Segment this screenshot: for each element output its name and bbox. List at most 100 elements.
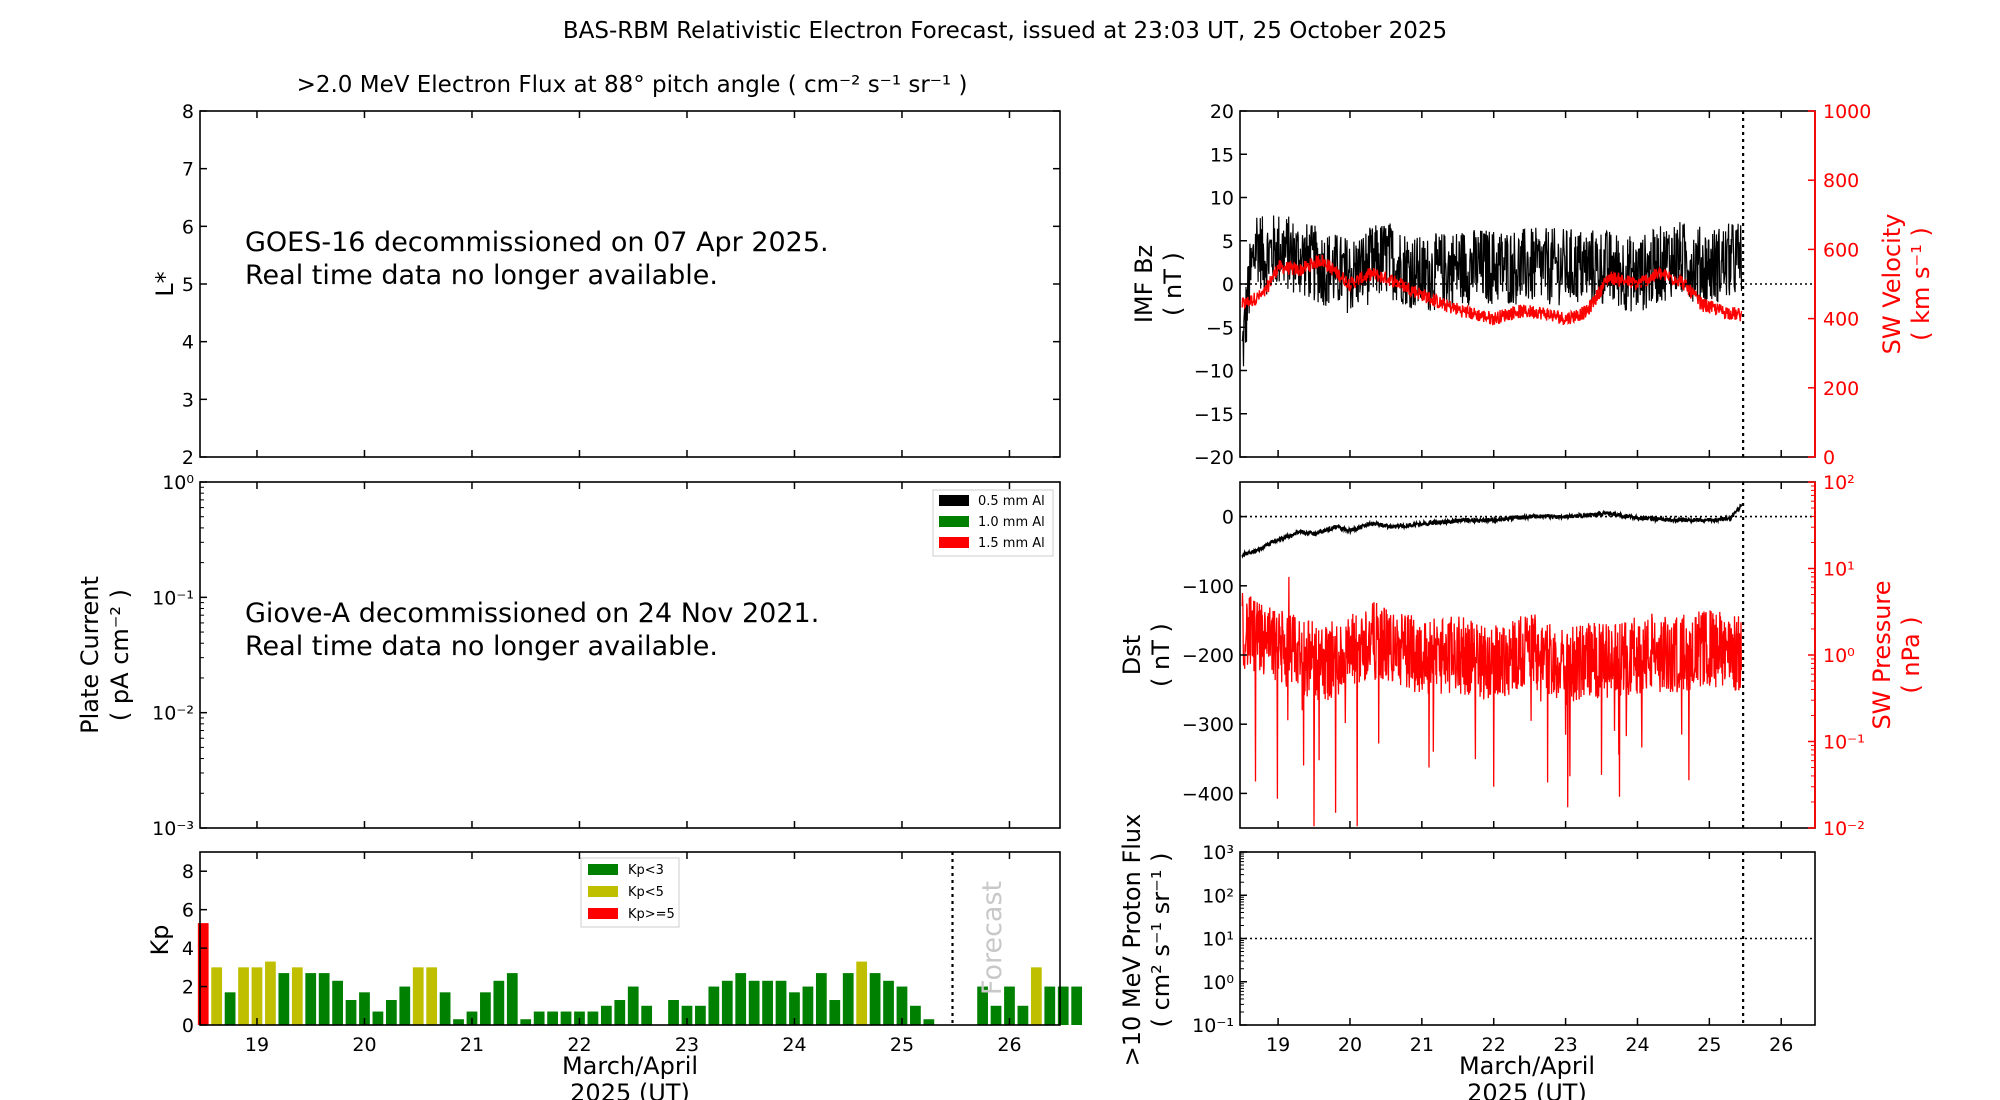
kp-bar-9 (318, 973, 330, 1025)
plate-current-y-axis: 10⁻³ 10⁻² 10⁻¹ 10⁰ (152, 472, 207, 840)
kp-bar-60 (1004, 986, 1015, 1025)
dst-y-tick-label-1: −300 (1182, 714, 1234, 736)
electron-flux-y-tick-label-0: 2 (182, 447, 194, 469)
electron-flux-y-tick-label-5: 7 (182, 159, 194, 181)
kp-bar-63 (1044, 986, 1056, 1025)
kp-bar-62 (1030, 967, 1042, 1025)
sw-velocity-ylabel: SW Velocity (1878, 214, 1906, 355)
kp-bar-17 (426, 967, 438, 1025)
kp-bar-53 (910, 1005, 921, 1025)
imf-bz-y-tick-label-7: 15 (1210, 144, 1234, 166)
dst-ylabel: Dst (1118, 635, 1146, 675)
electron-flux-note-line2: Real time data no longer available. (245, 260, 718, 291)
electron-flux-panel: >2.0 MeV Electron Flux at 88° pitch angl… (151, 72, 1061, 469)
kp-bar-0 (197, 923, 209, 1025)
kp-x-tick-label-3: 22 (567, 1034, 591, 1056)
dst-yunit: ( nT ) (1147, 623, 1175, 687)
kp-bar-7 (291, 967, 303, 1025)
kp-y-tick-label-0: 0 (182, 1015, 194, 1037)
sw-velocity-yunit: ( km s⁻¹ ) (1907, 227, 1935, 341)
kp-bar-14 (385, 1000, 397, 1025)
proton-flux-x-tick-label-1: 20 (1338, 1034, 1362, 1056)
kp-bar-54 (923, 1019, 935, 1025)
kp-bar-25 (533, 1011, 545, 1025)
dst-y-tick-label-2: −200 (1182, 645, 1234, 667)
proton-flux-x-tick-label-7: 26 (1769, 1034, 1793, 1056)
kp-bar-18 (439, 992, 451, 1025)
proton-flux-x-tick-label-4: 23 (1554, 1034, 1578, 1056)
imf-bz-y-tick-label-2: −10 (1194, 361, 1234, 383)
plate-current-y-tick-label-0: 10⁻³ (152, 818, 194, 840)
kp-bar-45 (802, 986, 814, 1025)
kp-bar-37 (695, 1005, 706, 1025)
electron-flux-y-tick-label-3: 5 (182, 274, 194, 296)
sw-pressure-ylabel: SW Pressure (1868, 580, 1896, 729)
kp-bar-23 (506, 973, 518, 1025)
kp-bar-19 (453, 1019, 464, 1025)
electron-flux-y-tick-label-2: 4 (182, 332, 194, 354)
plate-current-note-line1: Giove-A decommissioned on 24 Nov 2021. (245, 598, 819, 629)
proton-flux-x-tick-label-6: 25 (1697, 1034, 1721, 1056)
kp-forecast-label: Forecast (977, 881, 1008, 995)
kp-x-tick-label-4: 23 (675, 1034, 699, 1056)
kp-bar-10 (332, 980, 343, 1025)
proton-flux-y-tick-label-2: 10¹ (1202, 929, 1234, 951)
plate-current-legend-swatch-2 (939, 537, 969, 548)
proton-flux-panel: 10⁻¹ 10⁰ 10¹ 10² 10³ 19 20 21 22 23 24 25 26 >10 Me… (1118, 814, 1816, 1100)
proton-flux-y-tick-label-3: 10² (1202, 885, 1234, 907)
kp-bar-42 (762, 980, 773, 1025)
kp-bar-4 (251, 967, 263, 1025)
sw-pressure-y-tick-label-1: 10⁻¹ (1823, 732, 1865, 754)
sw-velocity-y-tick-label-1: 200 (1823, 378, 1859, 400)
imf-sw-x-axis (1277, 111, 1782, 457)
kp-bar-40 (735, 973, 747, 1025)
electron-flux-y-tick-label-4: 6 (182, 216, 194, 238)
sw-pressure-yunit: ( nPa ) (1897, 616, 1925, 693)
kp-y-tick-label-2: 4 (182, 938, 194, 960)
proton-flux-x-tick-label-0: 19 (1266, 1034, 1290, 1056)
kp-bar-12 (359, 992, 370, 1025)
kp-bar-1 (211, 967, 223, 1025)
electron-flux-ylabel: L* (151, 271, 179, 296)
proton-flux-xlabel-line2: 2025 (UT) (1467, 1079, 1587, 1100)
dst-y-axis: −400 −300 −200 −100 0 (1182, 507, 1247, 805)
kp-bar-46 (815, 973, 827, 1025)
imf-bz-y-tick-label-0: −20 (1194, 447, 1234, 469)
kp-y-tick-label-4: 8 (182, 861, 194, 883)
kp-bar-59 (990, 1005, 1002, 1025)
imf-bz-ylabel: IMF Bz (1130, 245, 1158, 323)
kp-bar-15 (399, 986, 411, 1025)
kp-y-tick-label-1: 2 (182, 977, 194, 999)
plate-current-legend: 0.5 mm Al 1.0 mm Al 1.5 mm Al (932, 489, 1054, 557)
plate-current-y-tick-label-3: 10⁰ (162, 472, 194, 494)
kp-legend-swatch-mid (588, 886, 618, 897)
electron-flux-title: >2.0 MeV Electron Flux at 88° pitch angl… (297, 72, 968, 98)
plate-current-ylabel: Plate Current (76, 576, 104, 734)
proton-flux-y-axis: 10⁻¹ 10⁰ 10¹ 10² 10³ (1192, 842, 1247, 1037)
kp-bar-13 (372, 1011, 384, 1025)
sw-velocity-y-tick-label-5: 1000 (1823, 101, 1871, 123)
sw-velocity-series (1241, 254, 1743, 326)
imf-bz-y-tick-label-3: −5 (1206, 317, 1234, 339)
kp-bar-26 (547, 1011, 558, 1025)
sw-velocity-y-tick-label-0: 0 (1823, 447, 1835, 469)
sw-pressure-y-tick-label-3: 10¹ (1823, 559, 1855, 581)
kp-bar-64 (1057, 986, 1069, 1025)
kp-x-tick-label-7: 26 (997, 1034, 1021, 1056)
kp-x-tick-label-0: 19 (245, 1034, 269, 1056)
kp-bar-44 (789, 992, 800, 1025)
sw-pressure-series (1241, 576, 1743, 827)
electron-flux-x-axis (256, 111, 1011, 457)
kp-bar-16 (412, 967, 424, 1025)
imf-sw-panel: −20 −15 −10 −5 0 5 10 15 20 0 200 400 600 800 1000 IM… (1130, 101, 1935, 469)
dst-y-tick-label-3: −100 (1182, 576, 1234, 598)
kp-bar-29 (587, 1011, 599, 1025)
dst-y-tick-label-0: −400 (1182, 783, 1234, 805)
proton-flux-x-tick-label-2: 21 (1410, 1034, 1434, 1056)
kp-bar-3 (238, 967, 249, 1025)
kp-legend: Kp<3 Kp<5 Kp>=5 (580, 857, 680, 928)
kp-bar-30 (600, 1005, 612, 1025)
plate-current-panel: 10⁻³ 10⁻² 10⁻¹ 10⁰ Plate Current ( pA cm⁻² … (76, 472, 1061, 840)
kp-x-tick-label-2: 21 (460, 1034, 484, 1056)
proton-flux-ylabel: >10 MeV Proton Flux (1118, 814, 1146, 1067)
